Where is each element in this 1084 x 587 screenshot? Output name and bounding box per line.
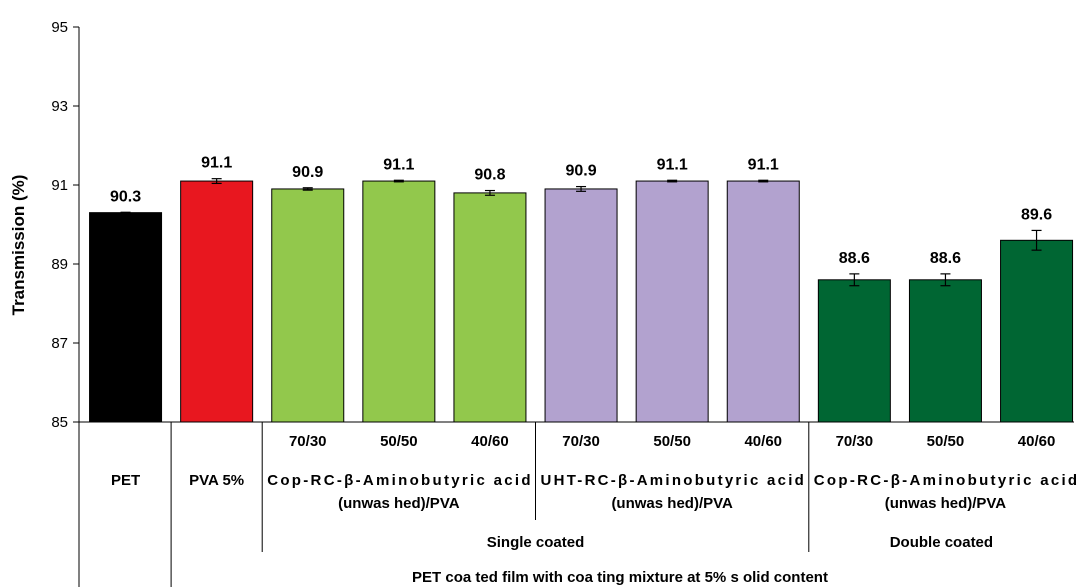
data-label: 89.6 <box>1021 206 1052 223</box>
group-label-line1: UHT-RC-β-Aminobutyric acid <box>541 472 804 489</box>
category-pva: PVA 5% <box>189 472 244 489</box>
bar <box>544 188 618 423</box>
group-label-line2: (unwas hed)/PVA <box>885 495 1007 512</box>
bar <box>1000 239 1074 423</box>
ratio-label: 40/60 <box>1018 433 1056 450</box>
bar <box>726 180 800 423</box>
bar <box>908 279 982 423</box>
x-axis-title: PET coa ted film with coa ting mixture a… <box>412 569 828 586</box>
data-label: 90.9 <box>292 164 323 181</box>
y-tick-label: 87 <box>51 335 68 352</box>
ratio-label: 70/30 <box>562 433 600 450</box>
data-labels: 90.3 91.1 90.9 91.1 90.8 90.9 91.1 91.1 88.6 88.6… <box>110 155 1052 267</box>
bar <box>635 180 709 423</box>
bar <box>89 212 163 423</box>
y-tick-label: 91 <box>51 177 68 194</box>
coating-label-single: Single coated <box>487 534 585 551</box>
ratio-label: 70/30 <box>836 433 874 450</box>
group-label-line2: (unwas hed)/PVA <box>338 495 460 512</box>
y-tick-label: 95 <box>51 19 68 36</box>
data-label: 90.3 <box>110 188 141 205</box>
y-tick-label: 93 <box>51 98 68 115</box>
data-label: 90.9 <box>565 163 596 180</box>
y-tick-label: 89 <box>51 256 68 273</box>
data-label: 91.1 <box>383 156 414 173</box>
data-label: 90.8 <box>474 167 505 184</box>
bars <box>89 180 1074 423</box>
bar <box>453 192 527 423</box>
category-table: 70/30 50/50 40/60 70/30 50/50 40/60 70/30 50/50… <box>78 422 1077 587</box>
data-label: 88.6 <box>930 250 961 267</box>
group-label-line2: (unwas hed)/PVA <box>611 495 733 512</box>
bar <box>180 180 254 423</box>
ratio-label: 50/50 <box>927 433 965 450</box>
y-axis-title: Transmission (%) <box>9 175 28 316</box>
ratio-label: 70/30 <box>289 433 327 450</box>
bar <box>271 188 345 423</box>
y-tick-label: 85 <box>51 414 68 431</box>
error-bars <box>120 178 1042 287</box>
bar <box>362 180 436 423</box>
group-label-line1: Cop-RC-β-Aminobutyric acid <box>267 472 530 489</box>
ratio-label: 40/60 <box>471 433 509 450</box>
bar <box>817 279 891 423</box>
ratio-label: 40/60 <box>744 433 782 450</box>
ratio-label: 50/50 <box>380 433 418 450</box>
data-label: 91.1 <box>748 156 779 173</box>
group-label-line1: Cop-RC-β-Aminobutyric acid <box>814 472 1077 489</box>
data-label: 91.1 <box>657 156 688 173</box>
coating-label-double: Double coated <box>890 534 993 551</box>
category-pet: PET <box>111 472 140 489</box>
data-label: 91.1 <box>201 155 232 172</box>
data-label: 88.6 <box>839 250 870 267</box>
ratio-label: 50/50 <box>653 433 691 450</box>
